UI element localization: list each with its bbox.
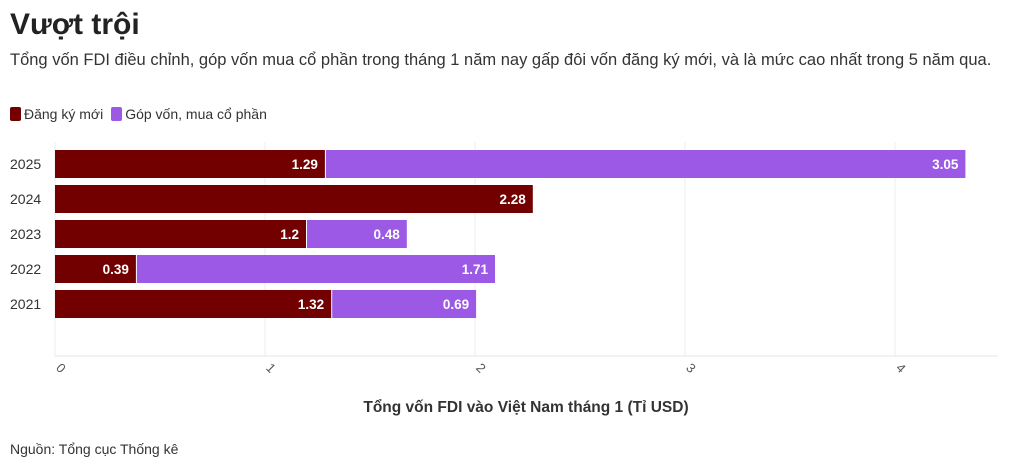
legend-swatch-gop-von xyxy=(111,107,123,121)
x-tick-label: 2 xyxy=(473,360,489,376)
x-tick-label: 1 xyxy=(263,360,279,376)
legend-label-gop-von: Góp vốn, mua cổ phần xyxy=(125,106,267,122)
data-label: 1.2 xyxy=(280,227,299,242)
category-label: 2024 xyxy=(10,191,41,207)
bar-dang-ky-moi xyxy=(55,185,533,213)
bar-gop-von xyxy=(307,220,407,248)
bar-dang-ky-moi xyxy=(55,150,325,178)
source-note: Nguồn: Tổng cục Thống kê xyxy=(10,441,179,457)
bar-gop-von xyxy=(325,150,966,178)
bar-dang-ky-moi xyxy=(55,255,136,283)
data-label: 3.05 xyxy=(932,157,959,172)
bar-dang-ky-moi xyxy=(55,220,306,248)
data-label: 0.39 xyxy=(103,262,129,277)
chart-subtitle: Tổng vốn FDI điều chỉnh, góp vốn mua cổ … xyxy=(10,51,992,69)
legend-item-gop-von: Góp vốn, mua cổ phần xyxy=(111,106,267,122)
category-label: 2022 xyxy=(10,261,41,277)
data-label: 1.29 xyxy=(292,157,318,172)
x-tick-label: 0 xyxy=(53,360,69,376)
legend-swatch-dang-ky-moi xyxy=(10,107,21,121)
category-label: 2023 xyxy=(10,226,41,242)
data-label: 1.71 xyxy=(462,262,489,277)
category-label: 2025 xyxy=(10,156,41,172)
bar-dang-ky-moi xyxy=(55,290,332,318)
bar-gop-von xyxy=(136,255,495,283)
chart-legend: Đăng ký mới Góp vốn, mua cổ phần xyxy=(10,106,275,122)
data-label: 0.48 xyxy=(374,227,401,242)
x-tick-label: 3 xyxy=(683,360,699,376)
category-label: 2021 xyxy=(10,296,41,312)
legend-label-dang-ky-moi: Đăng ký mới xyxy=(24,106,104,122)
data-label: 1.32 xyxy=(298,297,324,312)
x-axis-title: Tổng vốn FDI vào Việt Nam tháng 1 (Tỉ US… xyxy=(363,399,688,416)
x-tick-label: 4 xyxy=(893,360,909,376)
chart-title: Vượt trội xyxy=(10,8,140,41)
data-label: 0.69 xyxy=(443,297,469,312)
data-label: 2.28 xyxy=(500,192,527,207)
bar-gop-von xyxy=(332,290,477,318)
legend-item-dang-ky-moi: Đăng ký mới xyxy=(10,106,103,122)
